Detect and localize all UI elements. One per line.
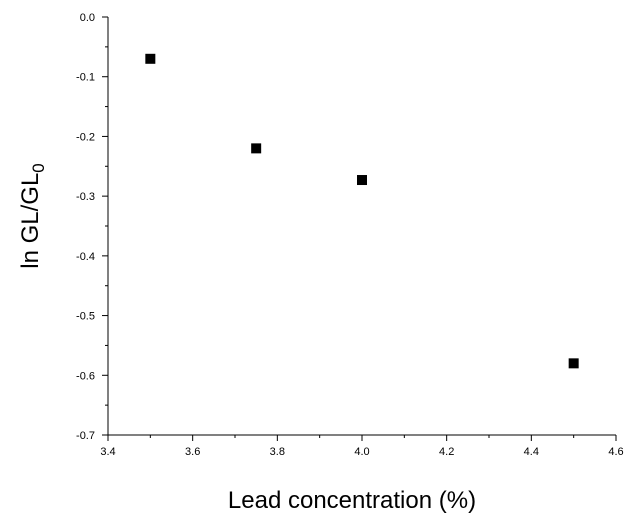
x-axis-title: Lead concentration (%) <box>228 487 476 514</box>
data-point <box>251 143 262 154</box>
y-axis-title-main: ln GL/GL <box>17 173 44 269</box>
x-tick-label: 4.4 <box>524 446 539 458</box>
y-axis-title: ln GL/GL0 <box>17 163 48 269</box>
data-point <box>568 358 579 369</box>
y-axis-ticks: 0.0 -0.1 -0.2 -0.3 -0.4 -0.5 -0.6 -0.7 <box>76 12 108 442</box>
y-tick-label: -0.1 <box>76 72 95 84</box>
y-tick-label: -0.4 <box>76 251 95 263</box>
data-points <box>145 53 579 369</box>
x-tick-label: 3.4 <box>100 446 115 458</box>
data-point <box>357 175 367 186</box>
x-tick-label: 4.6 <box>608 446 623 458</box>
y-tick-label: 0.0 <box>80 12 95 24</box>
y-tick-label: -0.7 <box>76 430 95 442</box>
y-tick-label: -0.2 <box>76 131 95 143</box>
x-tick-label: 4.2 <box>439 446 454 458</box>
x-tick-label: 3.6 <box>185 446 200 458</box>
y-tick-label: -0.5 <box>76 311 95 323</box>
y-tick-label: -0.3 <box>76 191 95 203</box>
x-axis-ticks: 3.4 3.6 3.8 4.0 4.2 4.4 4.6 <box>100 435 624 458</box>
y-axis-title-subscript: 0 <box>29 163 48 172</box>
x-tick-label: 3.8 <box>270 446 285 458</box>
axes <box>107 17 616 436</box>
data-point <box>145 53 156 64</box>
y-tick-label: -0.6 <box>76 370 95 382</box>
x-tick-label: 4.0 <box>354 446 369 458</box>
